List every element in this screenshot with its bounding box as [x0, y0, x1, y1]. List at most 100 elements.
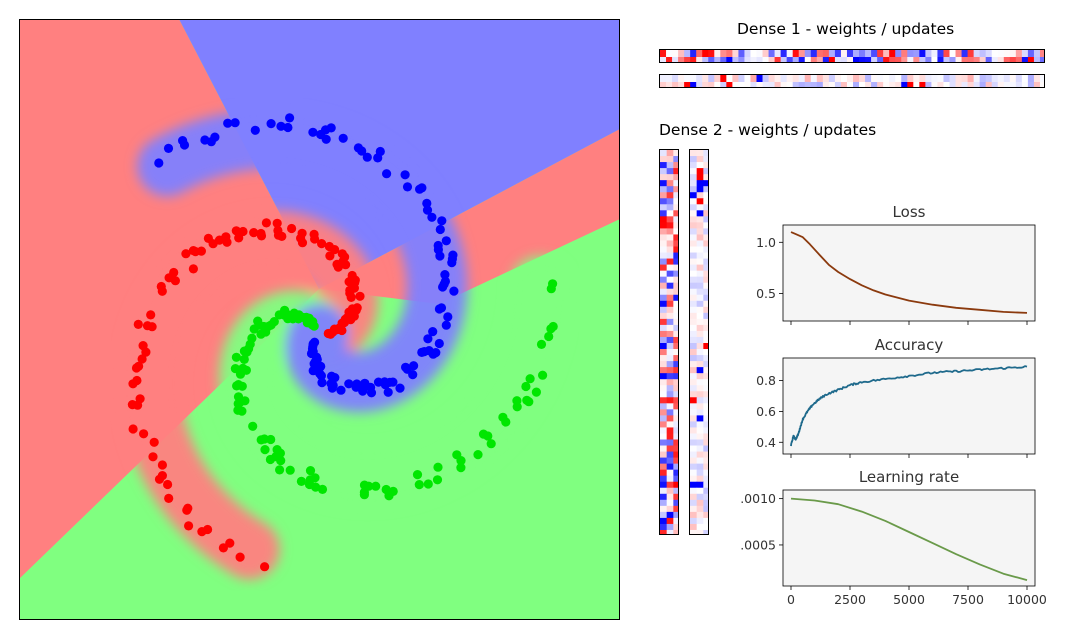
dense1-weight-cell	[973, 50, 981, 58]
dense2-update-cell	[703, 445, 708, 453]
dense2-weight-cell	[673, 343, 678, 350]
scatter-point	[375, 146, 385, 157]
dense2-update-cell	[703, 343, 708, 350]
dense2-update-cell	[690, 355, 698, 362]
dense2-update-cell	[690, 517, 698, 525]
scatter-point	[273, 225, 283, 236]
dense2-weight-cell	[673, 403, 678, 410]
dense1-update-cell	[865, 82, 872, 87]
dense1-update-cell	[846, 82, 854, 87]
dense2-weight-cell	[673, 306, 678, 314]
dense1-weight-cell	[937, 57, 944, 62]
dense1-update-cell	[1015, 75, 1023, 83]
dense1-weight-cell	[1021, 50, 1029, 58]
dense2-weight-cell	[666, 228, 674, 235]
scatter-point	[139, 429, 149, 439]
dense1-weight-cell	[859, 57, 866, 62]
dense1-update-cell	[979, 75, 987, 83]
dense1-weight-cell	[738, 50, 745, 58]
dense2-weight-cell	[673, 361, 678, 368]
dense1-update-cell	[768, 75, 776, 83]
dense2-update-cell	[703, 409, 708, 416]
dense2-update-cell	[696, 481, 704, 489]
dense1-weight-cell	[889, 57, 896, 62]
dense1-weight-cell	[720, 57, 727, 62]
dense2-weight-cell	[673, 349, 678, 356]
dense2-update-cell	[690, 156, 698, 163]
dense1-weight-cell	[750, 50, 757, 58]
dense2-update-cell	[703, 306, 708, 314]
dense1-weight-cell	[804, 57, 812, 62]
dense1-update-cell	[997, 82, 1005, 87]
scatter-point	[336, 385, 346, 395]
dense2-update-cell	[703, 421, 708, 428]
dense1-weight-cell	[865, 50, 872, 58]
scatter-point	[230, 118, 240, 128]
dense2-updates-strip	[689, 149, 709, 535]
dense2-update-cell	[696, 240, 704, 247]
dense2-update-cell	[696, 391, 704, 398]
dense2-weight-cell	[666, 282, 674, 290]
scatter-point	[188, 246, 198, 256]
dense1-update-cell	[925, 75, 932, 83]
dense2-update-cell	[690, 457, 698, 465]
dense2-weight-cell	[660, 511, 668, 519]
dense2-weight-cell	[660, 246, 668, 254]
dense2-weight-cell	[666, 270, 674, 278]
dense1-weight-cell	[774, 50, 782, 58]
scatter-point	[536, 339, 547, 349]
dense1-weight-cell	[925, 50, 932, 58]
metric-panel-2: Learning rate 0.0005 0.0010 0 2500 5000 7500 10…	[740, 468, 1047, 607]
dense2-update-cell	[690, 379, 698, 386]
dense2-update-cell	[703, 276, 708, 284]
dense2-weight-cell	[660, 409, 668, 416]
dense2-update-cell	[690, 493, 698, 501]
dense1-update-cell	[955, 75, 963, 83]
dense1-update-cell	[678, 82, 685, 87]
dense2-weight-cell	[673, 529, 678, 534]
dense1-weight-cell	[840, 57, 848, 62]
dense1-update-cell	[961, 82, 969, 87]
dense1-update-cell	[810, 82, 818, 87]
dense2-update-cell	[690, 294, 698, 302]
dense2-update-cell	[696, 343, 704, 350]
dense1-weight-cell	[828, 50, 836, 58]
dense2-weight-cell	[673, 228, 678, 235]
dense1-update-cell	[901, 75, 908, 83]
dense2-update-cell	[703, 511, 708, 519]
dense1-update-cell	[991, 75, 999, 83]
scatter-point	[358, 386, 368, 396]
dense1-weight-cell	[985, 50, 993, 58]
scatter-point	[137, 354, 147, 364]
dense1-weight-cell	[925, 57, 932, 62]
dense1-update-cell	[744, 82, 751, 87]
dense1-update-cell	[660, 82, 667, 87]
dense1-update-cell	[1021, 75, 1029, 83]
dense1-weight-cell	[720, 50, 727, 58]
dense1-weight-cell	[684, 50, 691, 58]
dense2-update-cell	[703, 204, 708, 211]
dense2-update-cell	[703, 385, 708, 392]
dense1-update-cell	[756, 82, 764, 87]
dense2-update-cell	[703, 397, 708, 404]
metric-panel-1: Accuracy 0.4 0.6 0.8	[756, 336, 1036, 458]
scatter-point	[435, 224, 445, 235]
dense2-weight-cell	[660, 270, 668, 278]
dense1-weight-cell	[846, 50, 854, 58]
dense1-update-cell	[786, 75, 794, 83]
dense1-update-cell	[714, 82, 721, 87]
scatter-point	[325, 251, 335, 261]
scatter-point	[308, 127, 318, 137]
dense1-weight-cell	[901, 57, 908, 62]
dense2-weight-cell	[673, 198, 678, 205]
scatter-point	[388, 377, 398, 387]
dense2-weight-cell	[666, 451, 674, 459]
dense2-weight-cell	[660, 451, 668, 459]
dense2-weight-cell	[666, 373, 674, 380]
dense1-update-cell	[840, 82, 848, 87]
dense2-update-cell	[703, 493, 708, 501]
dense1-weight-cell	[979, 57, 987, 62]
dense2-update-cell	[696, 336, 704, 344]
dense1-update-cell	[678, 75, 685, 83]
dense1-weight-cell	[768, 57, 776, 62]
